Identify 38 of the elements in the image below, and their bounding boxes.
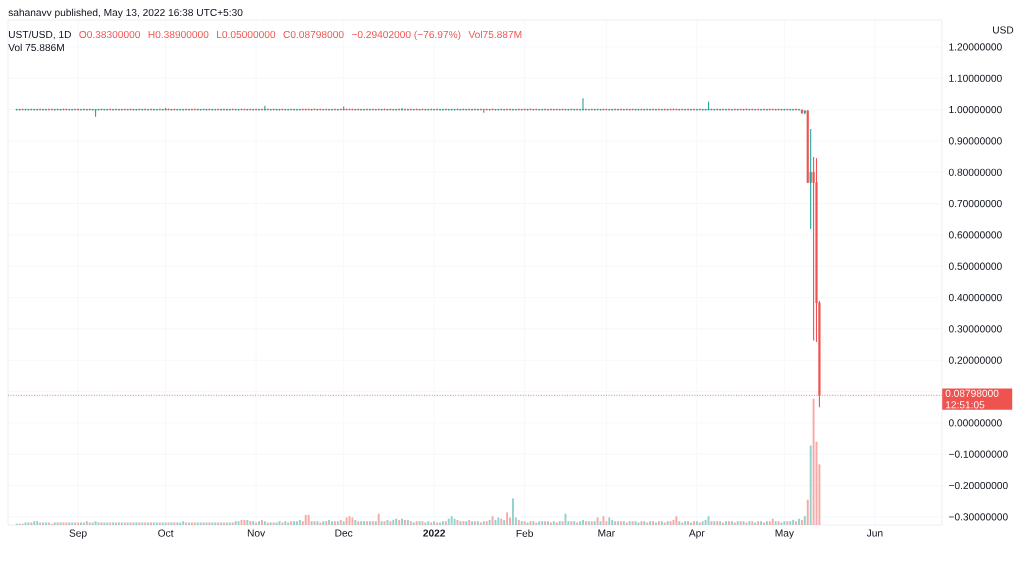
annotation: C0.08798000 <box>283 30 344 39</box>
y-tick-label: 0.90000000 <box>948 137 1002 145</box>
y-tick-label: −0.30000000 <box>949 513 1008 521</box>
x-tick-label: Jun <box>866 529 883 537</box>
y-tick-label: 0.70000000 <box>948 199 1002 208</box>
candlestick <box>809 128 812 230</box>
y-tick-label: 0.50000000 <box>948 262 1002 270</box>
y-tick-label: 1.10000000 <box>949 74 1002 82</box>
y-tick-label: 0.80000000 <box>948 168 1002 176</box>
annotation: O0.38300000 <box>79 30 141 39</box>
y-tick-label: 1.00000000 <box>949 105 1002 114</box>
annotation: H0.38900000 <box>148 30 209 39</box>
text: sahanavv published, May 13, 2022 16:38 UTC+5:30 <box>8 8 243 19</box>
x-tick-label: Dec <box>335 529 353 537</box>
x-tick-label: Nov <box>247 529 266 537</box>
y-tick-label: 0.60000000 <box>948 231 1002 239</box>
y-tick-label: 0.20000000 <box>948 356 1002 364</box>
x-tick-label: Oct <box>158 529 174 537</box>
x-tick-label: Feb <box>516 529 533 537</box>
annotation: −0.29402000 (−76.97%) <box>351 30 461 41</box>
y-tick-label: 0.40000000 <box>948 293 1002 302</box>
candlestick <box>812 156 815 342</box>
x-tick-label: Sep <box>69 529 87 539</box>
ref-line-label: 0.08798000 12:51:05 <box>945 389 999 409</box>
text: UST/USD, 1D <box>8 30 71 40</box>
y-tick-label: 1.20000000 <box>949 43 1002 51</box>
annotation: Vol75.887M <box>468 30 522 39</box>
y-tick-label: −0.10000000 <box>949 450 1008 458</box>
x-tick-label: May <box>775 529 794 539</box>
x-tick-label: Apr <box>688 529 705 539</box>
y-axis-title: USD <box>993 26 1014 34</box>
y-tick-label: 0.30000000 <box>948 325 1002 333</box>
chart-title: Vol 75.886M <box>8 43 64 52</box>
x-tick-label: 2022 <box>423 529 446 537</box>
y-tick-label: −0.20000000 <box>949 481 1008 490</box>
y-tick-label: 0.00000000 <box>948 419 1002 427</box>
annotation: L0.05000000 <box>217 30 276 39</box>
x-tick-label: Mar <box>598 529 615 537</box>
